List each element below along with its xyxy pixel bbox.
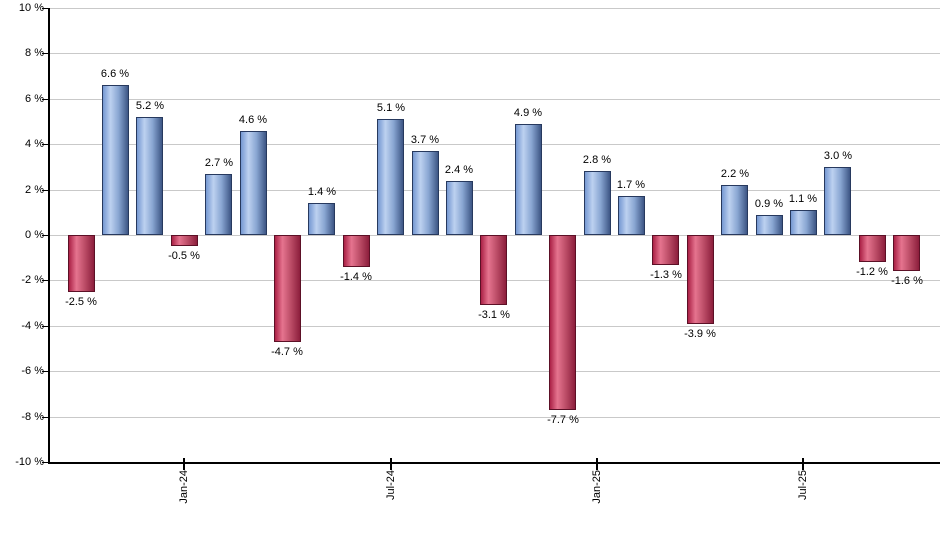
positive-bar — [618, 196, 645, 235]
x-axis-tick-label: Jan-25 — [591, 470, 603, 504]
y-axis-tick-label: 2 % — [25, 184, 44, 196]
y-axis-tick-label: -4 % — [21, 320, 44, 332]
gridline — [50, 53, 940, 54]
x-axis-tick-label: Jan-24 — [178, 470, 190, 504]
negative-bar — [687, 235, 714, 324]
positive-bar — [824, 167, 851, 235]
bar-value-label: 6.6 % — [100, 68, 130, 80]
negative-bar — [859, 235, 886, 262]
negative-bar — [652, 235, 679, 265]
x-axis-line — [48, 462, 940, 464]
bar-value-label: 0.9 % — [754, 198, 784, 210]
negative-bar — [274, 235, 301, 342]
negative-bar — [343, 235, 370, 267]
gridline — [50, 99, 940, 100]
bar-value-label: 1.1 % — [788, 193, 818, 205]
positive-bar — [377, 119, 404, 235]
positive-bar — [308, 203, 335, 235]
bar-value-label: 1.4 % — [307, 186, 337, 198]
y-axis-tick-label: 0 % — [25, 229, 44, 241]
x-axis-tick-label: Jul-25 — [797, 470, 809, 500]
bar-value-label: -1.6 % — [891, 275, 923, 287]
bar-value-label: -3.1 % — [478, 309, 510, 321]
bar-value-label: -1.2 % — [856, 266, 888, 278]
positive-bar — [240, 131, 267, 235]
positive-bar — [446, 181, 473, 235]
negative-bar — [893, 235, 920, 271]
bar-value-label: -4.7 % — [271, 346, 303, 358]
gridline — [50, 144, 940, 145]
bar-value-label: 3.7 % — [410, 134, 440, 146]
bar-value-label: -3.9 % — [684, 328, 716, 340]
positive-bar — [790, 210, 817, 235]
positive-bar — [756, 215, 783, 235]
gridline — [50, 417, 940, 418]
bar-value-label: 2.7 % — [204, 157, 234, 169]
negative-bar — [480, 235, 507, 305]
gridline — [50, 326, 940, 327]
bar-value-label: 2.4 % — [444, 164, 474, 176]
positive-bar — [412, 151, 439, 235]
positive-bar — [584, 171, 611, 235]
gridline — [50, 371, 940, 372]
bar-value-label: -1.3 % — [650, 269, 682, 281]
bar-value-label: 2.2 % — [720, 168, 750, 180]
bar-value-label: -1.4 % — [340, 271, 372, 283]
positive-bar — [721, 185, 748, 235]
positive-bar — [102, 85, 129, 235]
x-axis-tick — [183, 458, 185, 470]
y-axis-line — [48, 8, 50, 464]
gridline — [50, 190, 940, 191]
positive-bar — [136, 117, 163, 235]
positive-bar — [515, 124, 542, 235]
y-axis-tick-label: 4 % — [25, 138, 44, 150]
bar-value-label: 1.7 % — [616, 179, 646, 191]
bar-value-label: -7.7 % — [547, 414, 579, 426]
y-axis-tick-label: -2 % — [21, 274, 44, 286]
y-axis-tick-label: -8 % — [21, 411, 44, 423]
negative-bar — [171, 235, 198, 246]
negative-bar — [549, 235, 576, 410]
x-axis-tick — [596, 458, 598, 470]
x-axis-tick — [802, 458, 804, 470]
x-axis-tick-label: Jul-24 — [385, 470, 397, 500]
y-axis-tick-label: -6 % — [21, 365, 44, 377]
y-axis-tick-label: 6 % — [25, 93, 44, 105]
bar-value-label: 2.8 % — [582, 154, 612, 166]
bar-value-label: 4.9 % — [513, 107, 543, 119]
bar-value-label: 5.2 % — [135, 100, 165, 112]
bar-value-label: -2.5 % — [65, 296, 97, 308]
y-axis-tick-label: 8 % — [25, 47, 44, 59]
positive-bar — [205, 174, 232, 235]
bar-value-label: 5.1 % — [376, 102, 406, 114]
bar-value-label: 3.0 % — [823, 150, 853, 162]
negative-bar — [68, 235, 95, 292]
y-axis-tick-label: -10 % — [15, 456, 44, 468]
bar-value-label: -0.5 % — [168, 250, 200, 262]
gridline — [50, 8, 940, 9]
bar-value-label: 4.6 % — [238, 114, 268, 126]
x-axis-tick — [390, 458, 392, 470]
y-axis-tick-label: 10 % — [18, 2, 44, 14]
